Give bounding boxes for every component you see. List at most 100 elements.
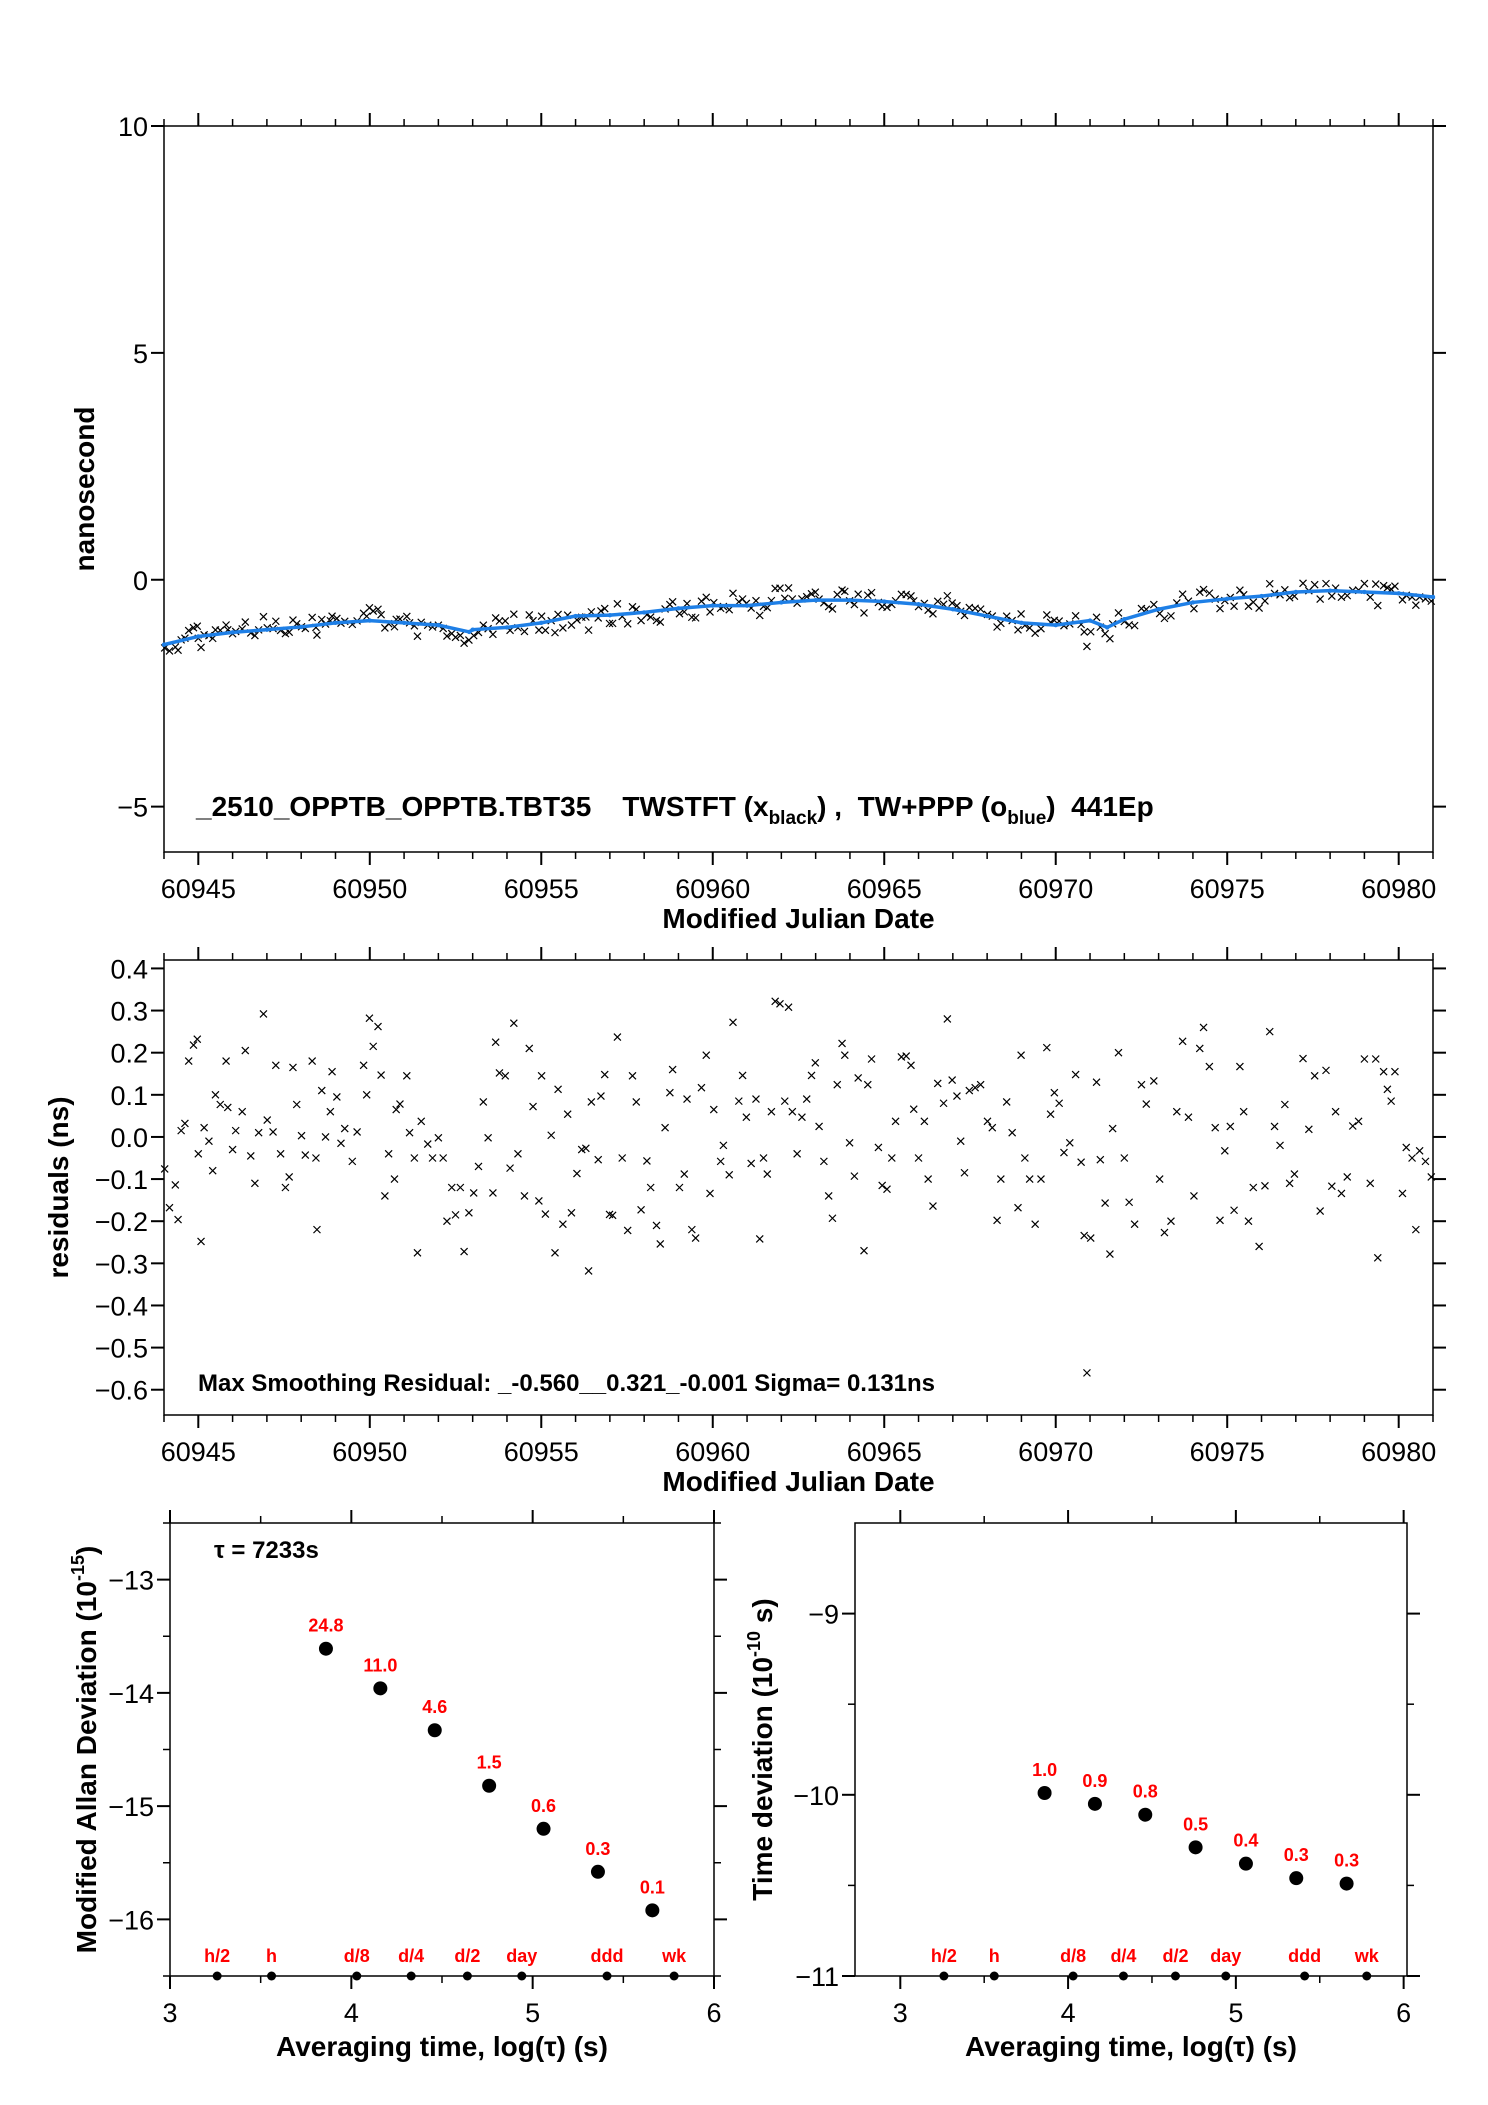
x-marker [246,1151,255,1160]
x-marker [392,1105,401,1114]
x-marker [976,1080,985,1089]
x-marker [410,1154,419,1162]
y-tick-label: −10 [793,1781,839,1811]
data-label: 1.0 [1032,1760,1057,1780]
x-marker [1065,1138,1074,1147]
y-axis-label: nanosecond [69,407,100,572]
tw-ppp-line [163,588,1434,647]
x-marker [891,1117,900,1126]
x-marker [384,1149,393,1158]
x-marker [902,1052,911,1060]
x-marker [878,1181,887,1190]
x-marker [793,1149,802,1158]
x-marker [1071,611,1080,620]
o-marker [230,630,235,635]
x-marker [326,1107,335,1116]
x-tick-label: 3 [162,1998,177,2028]
x-marker [1371,1055,1380,1063]
x-marker [939,1099,948,1108]
x-marker [1255,1242,1264,1251]
tau-marker-label: wk [661,1946,687,1966]
x-marker [702,593,711,602]
x-marker [608,1211,617,1220]
x-marker [675,1183,684,1192]
y-tick-label: 5 [133,339,148,369]
x-tick-label: 60945 [161,874,236,904]
x-marker [1205,1062,1214,1071]
y-tick-label: 10 [118,112,148,142]
x-marker [1371,580,1380,588]
data-point [1037,1785,1052,1800]
x-marker [907,1061,915,1070]
o-marker [1087,618,1093,623]
o-marker [539,620,544,626]
x-marker [1249,1183,1258,1192]
tau-marker-label: d/8 [344,1946,370,1966]
x-marker [1042,610,1051,619]
x-marker [567,1208,576,1217]
x-marker [860,609,868,617]
x-marker [223,1103,232,1112]
x-marker [321,1133,330,1141]
o-marker [401,620,407,626]
x-marker [600,1070,609,1079]
x-marker [623,1226,632,1235]
residual-series [160,997,1436,1377]
x-marker [697,1083,706,1092]
tau-marker-label: d/8 [1060,1946,1086,1966]
x-marker [854,1074,863,1082]
x-marker [752,1095,760,1103]
x-marker [584,1266,593,1275]
x-marker [702,1051,711,1060]
x-tick-label: 60975 [1190,874,1265,904]
x-marker [276,1149,285,1158]
o-marker [298,624,304,630]
x-marker [943,591,952,600]
tau-marker [989,1971,999,1981]
x-marker [587,1098,596,1106]
x-marker [301,1151,310,1159]
y-axis-label: Modified Allan Deviation (10-15) [68,1546,102,1954]
x-marker [443,1217,451,1226]
o-marker [744,603,750,608]
x-marker [1379,581,1388,590]
o-marker [1156,607,1161,612]
y-label-exponent: -10 [744,1631,764,1657]
o-marker [573,613,578,619]
x-marker [1031,629,1040,638]
x-marker [623,619,632,628]
x-marker [1046,1110,1055,1119]
x-marker [1327,1182,1336,1191]
x-marker [547,1131,556,1140]
x-marker [1130,621,1139,630]
x-marker [1387,1097,1396,1106]
x-marker [581,1144,590,1153]
o-marker [779,600,784,605]
x-marker [537,612,546,621]
x-marker [434,1133,443,1142]
x-marker [174,1215,182,1224]
x-marker [860,1246,868,1255]
title-mid: ) , TW+PPP (o [817,791,1007,822]
tau-marker [517,1971,527,1981]
x-marker [180,1119,189,1128]
x-marker [1343,1173,1352,1181]
x-marker [1055,1099,1064,1108]
x-marker [1337,1189,1346,1198]
x-marker [1226,1122,1235,1131]
title-sub-blue: blue [1007,808,1046,829]
x-marker [1348,1122,1357,1130]
x-marker [1261,597,1269,605]
x-tick-label: 3 [893,1998,908,2028]
x-marker [1108,1124,1117,1133]
x-marker [784,584,793,592]
x-marker [965,1086,974,1095]
x-marker [1025,1175,1034,1183]
x-marker [285,628,294,637]
x-marker [1322,1066,1330,1075]
x-tick-label: 60970 [1018,874,1093,904]
data-point [1289,1871,1304,1886]
x-axis-label: Averaging time, log(τ) (s) [965,2031,1297,2062]
data-label: 0.3 [585,1839,610,1859]
o-marker [1225,596,1230,602]
